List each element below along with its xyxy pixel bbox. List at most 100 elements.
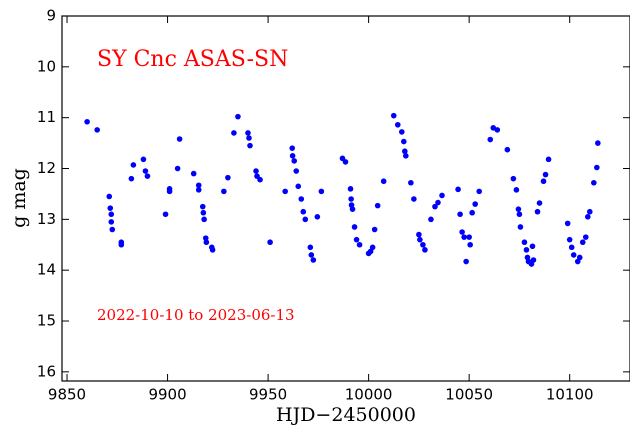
data-point xyxy=(318,188,325,195)
data-point xyxy=(457,211,463,218)
data-point xyxy=(504,146,511,153)
data-point xyxy=(401,138,407,145)
plot-frame xyxy=(61,15,630,382)
data-point xyxy=(390,112,397,119)
y-tick-label: 15 xyxy=(37,312,56,330)
data-point xyxy=(310,257,317,263)
data-point xyxy=(469,209,475,216)
data-point xyxy=(225,174,231,181)
data-point xyxy=(586,208,593,215)
x-tick-label: 10050 xyxy=(445,386,493,404)
data-point xyxy=(108,211,115,218)
data-point xyxy=(166,188,173,195)
data-point xyxy=(348,196,354,202)
data-point xyxy=(300,208,307,215)
data-point xyxy=(257,176,263,183)
data-point xyxy=(523,247,530,253)
data-point xyxy=(314,214,321,220)
data-point xyxy=(432,203,438,210)
data-point xyxy=(200,209,207,216)
y-tick-label: 10 xyxy=(37,57,56,75)
data-point xyxy=(566,236,573,243)
data-point xyxy=(576,254,583,261)
data-point xyxy=(84,118,90,125)
data-point xyxy=(521,239,528,246)
data-point xyxy=(247,142,253,149)
data-point xyxy=(235,113,241,120)
y-tick-label: 13 xyxy=(37,210,56,228)
data-point xyxy=(516,211,523,218)
data-point xyxy=(298,196,305,202)
data-point xyxy=(402,148,408,155)
data-point xyxy=(201,216,207,223)
data-point xyxy=(130,162,137,168)
x-axis-label: HJD−2450000 xyxy=(276,404,416,426)
data-point xyxy=(403,152,409,159)
y-axis-label: g mag xyxy=(8,168,30,228)
data-point xyxy=(118,241,125,248)
data-point xyxy=(174,165,181,172)
data-point xyxy=(545,156,552,163)
data-point xyxy=(513,187,520,193)
data-point xyxy=(108,219,115,225)
data-point xyxy=(510,175,517,182)
data-point xyxy=(293,168,300,174)
data-point xyxy=(190,170,197,177)
x-tick-label: 10100 xyxy=(546,386,594,404)
data-point xyxy=(591,179,597,186)
data-point xyxy=(463,258,469,265)
data-point xyxy=(579,239,586,246)
data-point xyxy=(221,188,227,195)
data-point xyxy=(594,164,600,171)
data-point xyxy=(308,252,315,258)
data-point xyxy=(267,239,273,246)
data-point xyxy=(295,183,302,190)
data-point xyxy=(595,140,601,146)
data-point xyxy=(428,216,434,223)
y-tick-label: 9 xyxy=(46,7,56,25)
data-point xyxy=(582,234,589,240)
data-point xyxy=(307,244,314,251)
data-point xyxy=(107,205,114,211)
data-point xyxy=(530,257,537,263)
data-point xyxy=(176,136,183,142)
x-tick-label: 9950 xyxy=(249,386,287,404)
data-point xyxy=(199,203,206,210)
data-point xyxy=(570,252,577,258)
data-point xyxy=(536,200,543,206)
data-point xyxy=(542,171,549,178)
data-point xyxy=(231,130,237,136)
data-point xyxy=(291,158,298,164)
annotation: SY Cnc ASAS-SN xyxy=(97,47,288,72)
data-point xyxy=(422,247,428,253)
data-point xyxy=(356,241,363,248)
data-point xyxy=(380,178,387,185)
data-point xyxy=(282,188,288,195)
data-point xyxy=(439,192,445,199)
data-point xyxy=(487,136,494,143)
data-point xyxy=(466,234,472,240)
data-point xyxy=(349,206,356,212)
data-point xyxy=(540,178,547,185)
data-point xyxy=(517,224,524,230)
data-point xyxy=(467,241,473,248)
data-point xyxy=(351,224,358,230)
x-tick-label: 9850 xyxy=(48,386,86,404)
y-tick-label: 14 xyxy=(37,261,56,279)
x-tick-label: 9900 xyxy=(148,386,186,404)
data-point xyxy=(534,208,541,215)
data-point xyxy=(564,220,571,227)
data-point xyxy=(245,130,251,136)
data-point xyxy=(371,226,378,233)
data-point xyxy=(195,182,202,189)
data-point xyxy=(411,196,417,202)
data-point xyxy=(459,229,465,235)
data-point xyxy=(369,244,376,251)
y-tick-label: 12 xyxy=(37,159,56,177)
data-point xyxy=(461,234,467,240)
data-point xyxy=(302,216,309,223)
data-point xyxy=(494,127,501,133)
y-tick-label: 16 xyxy=(37,362,56,380)
data-point xyxy=(106,193,113,200)
